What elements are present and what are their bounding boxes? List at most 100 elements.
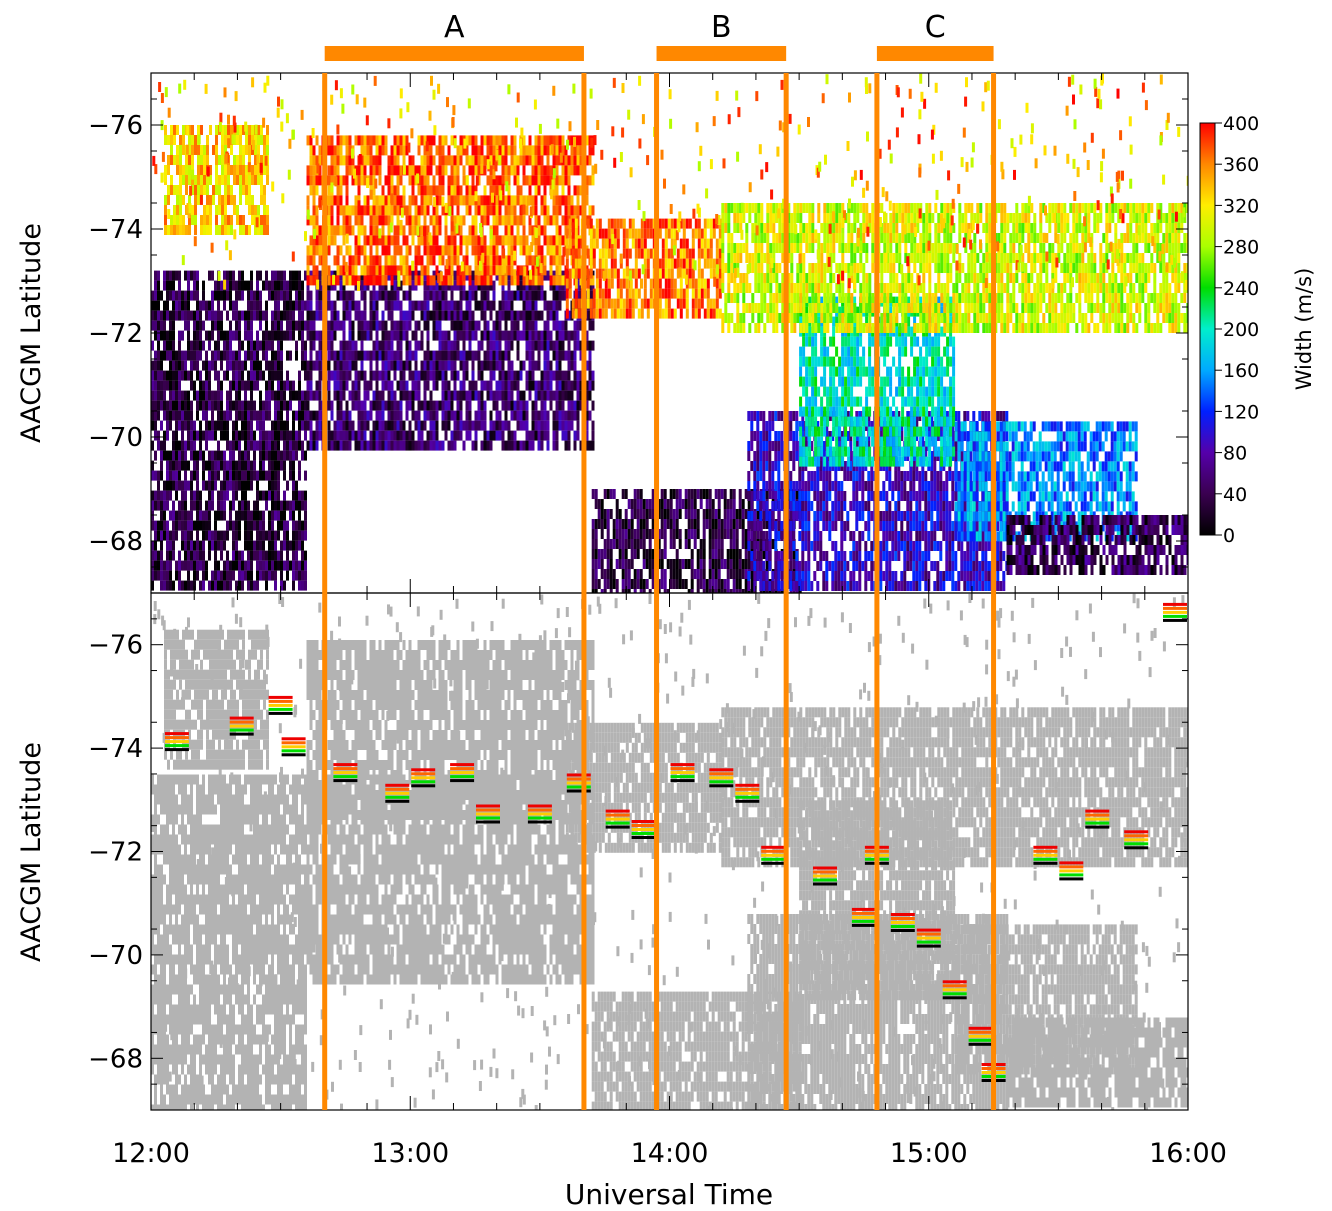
heatmap-cell [197,185,200,195]
heatmap-cell [668,299,671,309]
heatmap-cell [215,145,218,155]
heatmap-cell [532,431,535,441]
heatmap-cell [173,155,176,165]
heatmap-cell [553,391,556,401]
heatmap-cell [400,135,403,145]
heatmap-cell [562,371,565,381]
heatmap-cell [313,441,316,451]
heatmap-cell [355,245,358,255]
heatmap-cell [221,145,224,155]
heatmap-cell [659,299,662,309]
heatmap-cell [238,311,241,321]
heatmap-cell [223,501,226,511]
heatmap-cell [391,441,394,451]
heatmap-cell [403,291,406,301]
heatmap-cell [376,255,379,265]
heatmap-cell [568,371,571,381]
heatmap-cell [617,219,620,229]
heatmap-cell [406,331,409,341]
heatmap-cell [331,195,334,205]
heatmap-cell [631,529,634,539]
heatmap-cell [169,321,172,331]
heatmap-cell [572,299,575,309]
heatmap-cell [721,589,724,599]
heatmap-cell [217,331,220,341]
heatmap-cell [187,341,190,351]
heatmap-cell [352,401,355,411]
heatmap-cell [623,269,626,279]
heatmap-cell [409,371,412,381]
heatmap-cell [337,275,340,285]
heatmap-cell [712,539,715,549]
heatmap-cell [247,281,250,291]
heatmap-cell [568,441,571,451]
heatmap-cell [292,551,295,561]
heatmap-cell [250,311,253,321]
heatmap-cell [328,225,331,235]
heatmap-cell [199,341,202,351]
heatmap-cell [439,321,442,331]
heatmap-cell [688,529,691,539]
heatmap-cell [331,341,334,351]
heatmap-cell [529,291,532,301]
heatmap-cell [680,309,683,319]
heatmap-cell [397,301,400,311]
heatmap-cell [622,569,625,579]
heatmap-cell [460,245,463,255]
heatmap-cell [460,381,463,391]
heatmap-cell [439,311,442,321]
heatmap-cell [397,135,400,145]
heatmap-cell [298,571,301,581]
heatmap-cell [223,451,226,461]
heatmap-cell [247,341,250,351]
heatmap-cell [160,421,163,431]
heatmap-cell [245,135,248,145]
heatmap-cell [283,391,286,401]
heatmap-cell [184,301,187,311]
heatmap-cell [700,489,703,499]
heatmap-cell [575,299,578,309]
heatmap-cell [433,411,436,421]
heatmap-cell [349,255,352,265]
heatmap-cell [277,441,280,451]
heatmap-cell [337,255,340,265]
heatmap-cell [397,401,400,411]
heatmap-cell [253,341,256,351]
heatmap-cell [358,301,361,311]
heatmap-cell [190,381,193,391]
heatmap-cell [692,239,695,249]
heatmap-cell [502,155,505,165]
heatmap-cell [257,165,260,175]
heatmap-cell [319,341,322,351]
heatmap-cell [179,145,182,155]
heatmap-cell [478,361,481,371]
heatmap-cell [565,381,568,391]
heatmap-cell [511,255,514,265]
heatmap-cell [445,411,448,421]
heatmap-cell [262,531,265,541]
heatmap-cell [520,215,523,225]
heatmap-cell [349,135,352,145]
heatmap-cell [262,541,265,551]
heatmap-cell [238,581,241,591]
heatmap-cell [182,125,185,135]
heatmap-cell [427,255,430,265]
heatmap-cell [454,361,457,371]
heatmap-cell [313,265,316,275]
heatmap-cell [638,249,641,259]
heatmap-cell [223,561,226,571]
heatmap-cell [463,381,466,391]
heatmap-cell [179,205,182,215]
heatmap-cell [232,541,235,551]
heatmap-cell [397,175,400,185]
heatmap-cell [619,519,622,529]
heatmap-cell [262,401,265,411]
heatmap-cell [511,311,514,321]
heatmap-cell [289,301,292,311]
heatmap-cell [520,185,523,195]
heatmap-cell [154,391,157,401]
heatmap-cell [493,331,496,341]
heatmap-cell [628,499,631,509]
heatmap-cell [463,311,466,321]
heatmap-cell [277,421,280,431]
